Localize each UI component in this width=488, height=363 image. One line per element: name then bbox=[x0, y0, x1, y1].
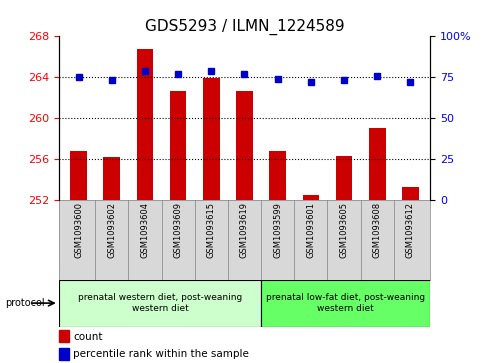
Text: GSM1093599: GSM1093599 bbox=[273, 202, 282, 258]
Text: GSM1093602: GSM1093602 bbox=[107, 202, 116, 258]
Text: GSM1093601: GSM1093601 bbox=[306, 202, 315, 258]
Text: count: count bbox=[73, 332, 102, 342]
Bar bbox=[59, 348, 69, 360]
Bar bbox=[59, 280, 261, 327]
Text: prenatal western diet, post-weaning
western diet: prenatal western diet, post-weaning west… bbox=[78, 293, 242, 313]
Bar bbox=[401, 187, 418, 200]
Text: prenatal low-fat diet, post-weaning
western diet: prenatal low-fat diet, post-weaning west… bbox=[266, 293, 425, 313]
Bar bbox=[103, 157, 120, 200]
Title: GDS5293 / ILMN_1224589: GDS5293 / ILMN_1224589 bbox=[144, 19, 344, 35]
Bar bbox=[169, 91, 186, 200]
Text: percentile rank within the sample: percentile rank within the sample bbox=[73, 349, 249, 359]
Bar bbox=[302, 195, 319, 200]
Text: protocol: protocol bbox=[5, 298, 44, 308]
Bar bbox=[70, 151, 87, 200]
Text: GSM1093608: GSM1093608 bbox=[372, 202, 381, 258]
Bar bbox=[59, 330, 69, 342]
Text: GSM1093619: GSM1093619 bbox=[240, 202, 248, 258]
Text: GSM1093604: GSM1093604 bbox=[140, 202, 149, 258]
Text: GSM1093609: GSM1093609 bbox=[173, 202, 182, 258]
Bar bbox=[335, 156, 352, 200]
Text: GSM1093615: GSM1093615 bbox=[206, 202, 215, 258]
Bar bbox=[269, 151, 285, 200]
Bar bbox=[203, 78, 219, 200]
Bar bbox=[368, 128, 385, 200]
Bar bbox=[261, 280, 429, 327]
Bar bbox=[136, 49, 153, 200]
Text: GSM1093600: GSM1093600 bbox=[74, 202, 83, 258]
Text: GSM1093605: GSM1093605 bbox=[339, 202, 348, 258]
Text: GSM1093612: GSM1093612 bbox=[405, 202, 414, 258]
Bar bbox=[236, 91, 252, 200]
